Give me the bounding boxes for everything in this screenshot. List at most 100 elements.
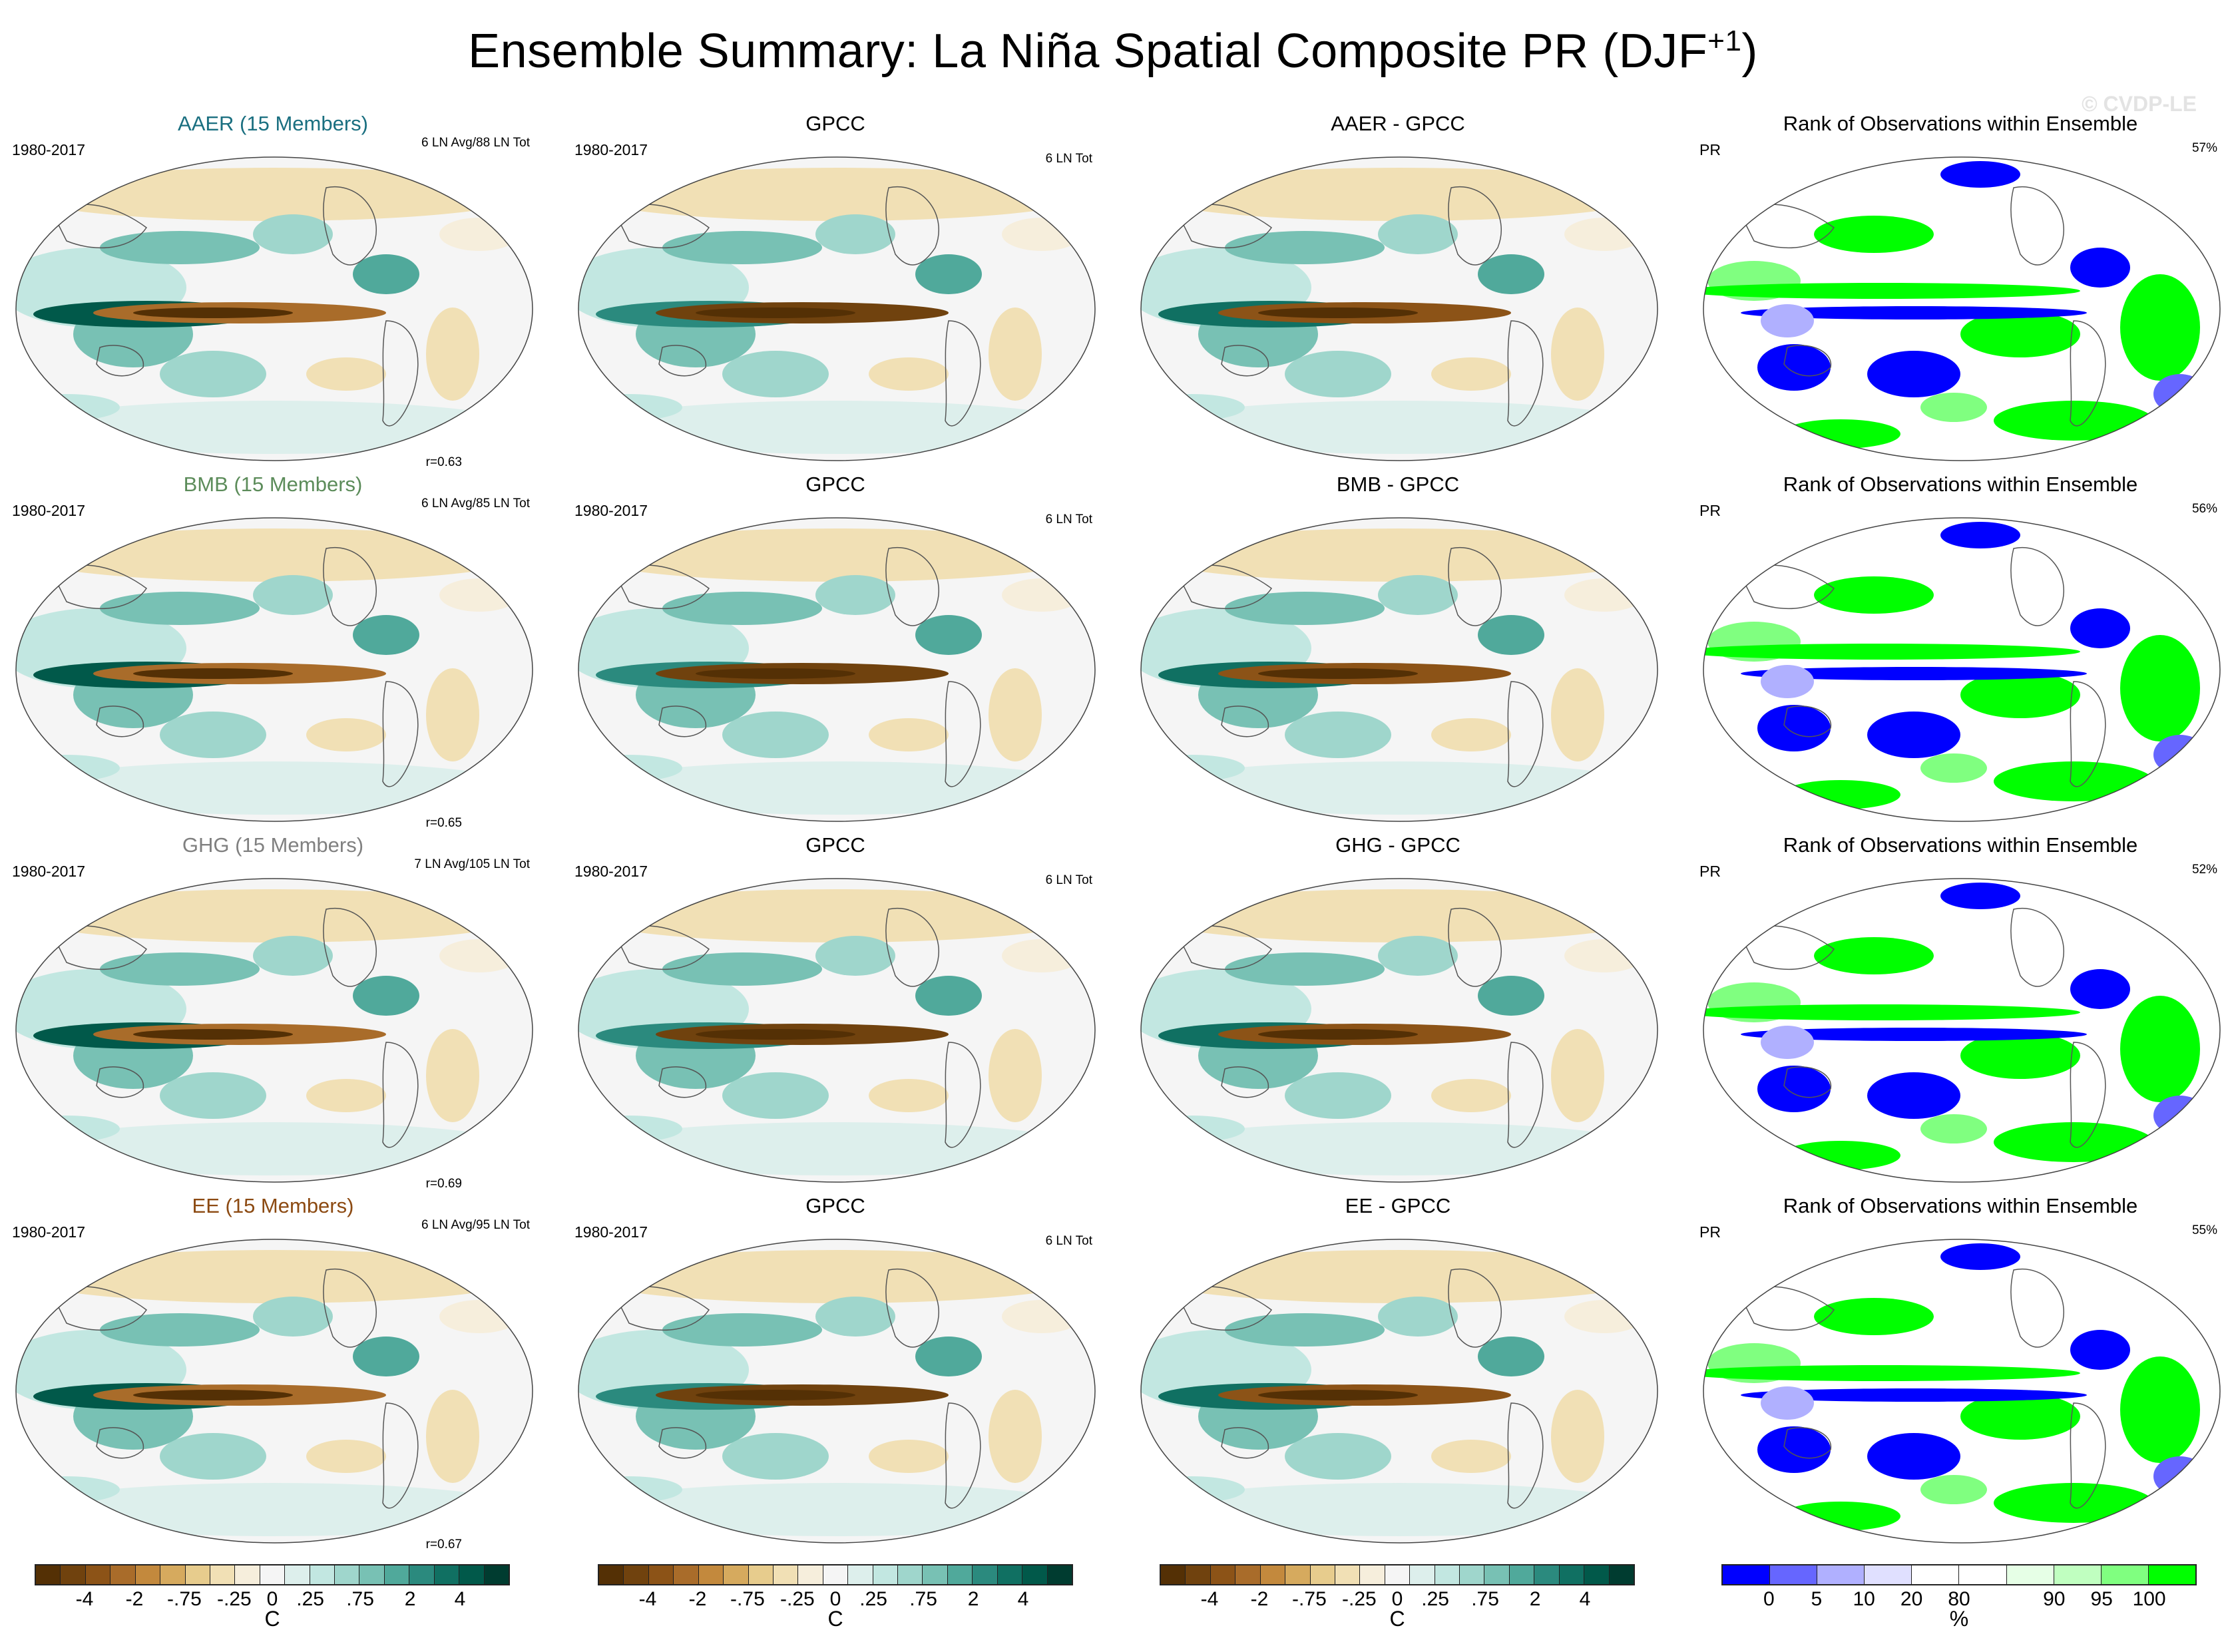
north-america-coast bbox=[885, 186, 939, 266]
dry-core bbox=[696, 308, 855, 318]
map-border bbox=[1703, 156, 2221, 461]
colorbar-model: -4 -2 -.75 -.25 0 .25 .75 2 4 C bbox=[35, 1564, 510, 1631]
colorbar-swatch bbox=[624, 1565, 649, 1584]
colorbar-tick-label: .25 bbox=[296, 1588, 324, 1610]
colorbar-swatch bbox=[1460, 1565, 1485, 1584]
australia-coast bbox=[96, 1066, 144, 1098]
colorbar-swatch bbox=[1559, 1565, 1585, 1584]
colorbar-unit: C bbox=[827, 1607, 843, 1631]
anomaly-region bbox=[1146, 761, 1652, 815]
rank-region bbox=[1940, 883, 2020, 909]
colorbar-swatch bbox=[1723, 1565, 1771, 1584]
period-label: 1980-2017 bbox=[574, 141, 648, 158]
colorbar-swatch bbox=[1410, 1565, 1435, 1584]
colorbar-swatches bbox=[35, 1564, 510, 1585]
colorbar-tick-label: -.75 bbox=[730, 1588, 765, 1610]
variable-label: PR bbox=[1699, 863, 1721, 880]
colorbar-swatch bbox=[1335, 1565, 1361, 1584]
anomaly-region bbox=[1378, 214, 1458, 254]
watermark-label: © CVDP-LE bbox=[2082, 92, 2197, 116]
south-america-coast bbox=[2070, 1042, 2106, 1148]
anomaly-region bbox=[869, 1079, 949, 1112]
rank-region bbox=[1761, 665, 1814, 698]
anomaly-region bbox=[1141, 755, 1245, 781]
colorbar-tick-label: 0 bbox=[1763, 1588, 1775, 1610]
south-america-coast bbox=[382, 1402, 419, 1509]
rank-region bbox=[1703, 1365, 2080, 1381]
colorbar-tick-label: 10 bbox=[1853, 1588, 1875, 1610]
panel-model-0: AAER (15 Members) 1980-2017 6 LN Avg/88 LN… bbox=[7, 112, 539, 474]
anomaly-region bbox=[1285, 351, 1391, 397]
colorbar-labels: -4 -2 -.75 -.25 0 .25 .75 2 4 bbox=[598, 1585, 1073, 1612]
anomaly-region bbox=[253, 1297, 333, 1337]
colorbar-swatch bbox=[1865, 1565, 1912, 1584]
colorbar-swatch bbox=[1047, 1565, 1072, 1584]
period-label: 1980-2017 bbox=[12, 141, 85, 158]
anomaly-region bbox=[21, 168, 527, 221]
anomaly-region bbox=[306, 1440, 386, 1473]
colorbar-tick-label: -.25 bbox=[1342, 1588, 1377, 1610]
panel-title: GPCC bbox=[805, 112, 865, 135]
panel-title: BMB - GPCC bbox=[1336, 473, 1460, 496]
anomaly-region bbox=[1564, 1300, 1644, 1333]
count-label: 6 LN Avg/95 LN Tot bbox=[421, 1218, 530, 1232]
globe-map bbox=[578, 517, 1096, 822]
panel-rank-3: Rank of Observations within Ensemble PR 55… bbox=[1694, 1194, 2226, 1556]
globe-map bbox=[1703, 156, 2221, 461]
anomaly-region bbox=[815, 575, 895, 615]
anomaly-region bbox=[584, 889, 1090, 942]
count-label: 6 LN Avg/88 LN Tot bbox=[421, 136, 530, 150]
anomaly-region bbox=[160, 1433, 266, 1480]
rank-region bbox=[1741, 667, 2087, 680]
colorbar-swatch bbox=[1770, 1565, 1818, 1584]
south-america-coast bbox=[2070, 681, 2106, 787]
rank-region bbox=[1761, 1386, 1814, 1420]
colorbar-swatch bbox=[1912, 1565, 1960, 1584]
colorbar-swatch bbox=[1959, 1565, 2007, 1584]
north-america-coast bbox=[885, 546, 939, 626]
colorbar-tick-label: 0 bbox=[829, 1588, 841, 1610]
anomaly-region bbox=[1564, 218, 1644, 251]
anomaly-region bbox=[306, 357, 386, 391]
rank-region bbox=[1761, 1026, 1814, 1059]
rank-region bbox=[2153, 1456, 2207, 1496]
globe-map bbox=[15, 156, 533, 461]
dry-core bbox=[133, 308, 293, 318]
anomaly-region bbox=[1002, 218, 1082, 251]
rank-region bbox=[2070, 1330, 2130, 1370]
rank-region bbox=[1940, 1243, 2020, 1270]
map-border bbox=[1140, 517, 1658, 822]
rank-region bbox=[1814, 937, 1934, 974]
colorbar-swatch bbox=[997, 1565, 1023, 1584]
colorbar-swatch bbox=[1435, 1565, 1460, 1584]
south-america-coast bbox=[2070, 1402, 2106, 1509]
colorbar-swatch bbox=[1210, 1565, 1236, 1584]
anomaly-region bbox=[1225, 592, 1385, 625]
globe-map bbox=[15, 878, 533, 1183]
colorbar-swatch bbox=[2054, 1565, 2102, 1584]
count-label: 6 LN Tot bbox=[1045, 152, 1092, 166]
rank-region bbox=[2070, 608, 2130, 648]
rank-region bbox=[1994, 1483, 2153, 1523]
north-america-coast bbox=[1448, 546, 1502, 626]
map-border bbox=[578, 878, 1096, 1183]
north-america-coast bbox=[2010, 1268, 2064, 1348]
australia-coast bbox=[1221, 1066, 1269, 1098]
anomaly-region bbox=[306, 718, 386, 751]
colorbar-tick-label: 20 bbox=[1900, 1588, 1923, 1610]
anomaly-region bbox=[160, 712, 266, 758]
colorbar-swatch bbox=[798, 1565, 823, 1584]
south-america-coast bbox=[945, 320, 981, 427]
colorbar-tick-label: -2 bbox=[1250, 1588, 1269, 1610]
colorbar-obs: -4 -2 -.75 -.25 0 .25 .75 2 4 C bbox=[598, 1564, 1073, 1631]
rank-region bbox=[1960, 672, 2080, 718]
panel-obs-2: GPCC 1980-2017 6 LN Tot bbox=[569, 833, 1102, 1195]
anomaly-region bbox=[1564, 939, 1644, 972]
anomaly-region bbox=[662, 952, 822, 986]
colorbar-swatch bbox=[160, 1565, 186, 1584]
anomaly-region bbox=[722, 1072, 829, 1119]
variable-label: PR bbox=[1699, 502, 1721, 519]
australia-coast bbox=[1783, 1427, 1831, 1459]
rank-region bbox=[1741, 306, 2087, 319]
correlation-label: r=0.65 bbox=[425, 816, 462, 830]
